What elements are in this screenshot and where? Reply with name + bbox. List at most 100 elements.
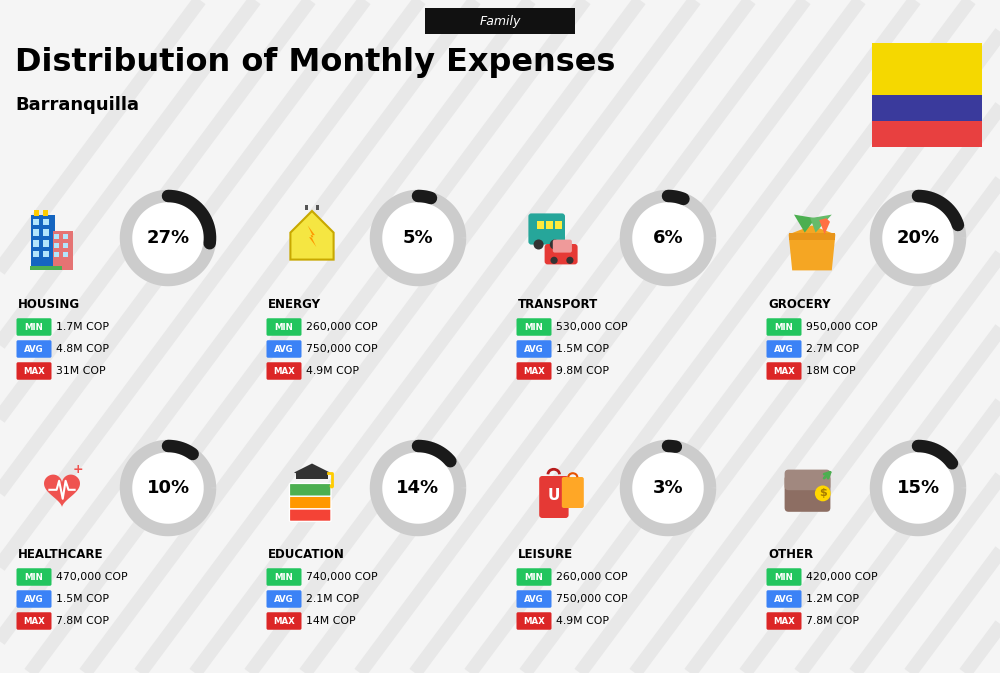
FancyBboxPatch shape bbox=[553, 240, 572, 252]
Text: MIN: MIN bbox=[525, 322, 543, 332]
FancyBboxPatch shape bbox=[296, 472, 328, 479]
FancyBboxPatch shape bbox=[785, 475, 830, 511]
Text: 7.8M COP: 7.8M COP bbox=[806, 616, 859, 626]
FancyBboxPatch shape bbox=[31, 215, 55, 271]
Text: 260,000 COP: 260,000 COP bbox=[556, 572, 628, 582]
Polygon shape bbox=[794, 215, 816, 233]
FancyBboxPatch shape bbox=[16, 318, 52, 336]
Text: 9.8M COP: 9.8M COP bbox=[556, 366, 609, 376]
Text: MAX: MAX bbox=[523, 367, 545, 376]
Polygon shape bbox=[290, 211, 334, 260]
FancyBboxPatch shape bbox=[266, 612, 301, 630]
Text: 2.1M COP: 2.1M COP bbox=[306, 594, 359, 604]
Text: EDUCATION: EDUCATION bbox=[268, 548, 345, 561]
FancyBboxPatch shape bbox=[872, 43, 982, 95]
FancyBboxPatch shape bbox=[537, 221, 544, 229]
Text: OTHER: OTHER bbox=[768, 548, 813, 561]
FancyBboxPatch shape bbox=[33, 240, 39, 246]
Text: AVG: AVG bbox=[274, 345, 294, 353]
FancyBboxPatch shape bbox=[289, 483, 331, 496]
Text: 740,000 COP: 740,000 COP bbox=[306, 572, 378, 582]
Circle shape bbox=[534, 240, 544, 250]
Polygon shape bbox=[819, 218, 830, 234]
FancyBboxPatch shape bbox=[767, 341, 802, 358]
FancyBboxPatch shape bbox=[789, 233, 835, 240]
Text: MAX: MAX bbox=[773, 367, 795, 376]
Text: 1.7M COP: 1.7M COP bbox=[56, 322, 109, 332]
Text: 15%: 15% bbox=[896, 479, 940, 497]
FancyBboxPatch shape bbox=[53, 231, 73, 271]
Text: 4.9M COP: 4.9M COP bbox=[306, 366, 359, 376]
FancyBboxPatch shape bbox=[289, 509, 331, 522]
Text: HOUSING: HOUSING bbox=[18, 299, 80, 312]
Polygon shape bbox=[44, 474, 80, 507]
FancyBboxPatch shape bbox=[425, 8, 575, 34]
FancyBboxPatch shape bbox=[33, 229, 39, 236]
FancyBboxPatch shape bbox=[43, 229, 49, 236]
FancyBboxPatch shape bbox=[555, 221, 562, 229]
Text: +: + bbox=[73, 463, 84, 476]
FancyBboxPatch shape bbox=[16, 612, 52, 630]
Circle shape bbox=[631, 201, 706, 275]
Text: 5%: 5% bbox=[403, 229, 433, 247]
Polygon shape bbox=[810, 215, 832, 233]
Text: MIN: MIN bbox=[275, 322, 293, 332]
FancyBboxPatch shape bbox=[767, 568, 802, 586]
Text: TRANSPORT: TRANSPORT bbox=[518, 299, 598, 312]
Text: 31M COP: 31M COP bbox=[56, 366, 106, 376]
Polygon shape bbox=[789, 225, 835, 271]
Text: MAX: MAX bbox=[523, 616, 545, 625]
Text: 7.8M COP: 7.8M COP bbox=[56, 616, 109, 626]
Text: Distribution of Monthly Expenses: Distribution of Monthly Expenses bbox=[15, 48, 615, 79]
Text: MAX: MAX bbox=[773, 616, 795, 625]
Circle shape bbox=[330, 484, 334, 489]
Text: U: U bbox=[548, 488, 560, 503]
FancyBboxPatch shape bbox=[63, 252, 68, 257]
Text: AVG: AVG bbox=[774, 345, 794, 353]
Text: MIN: MIN bbox=[275, 573, 293, 581]
Text: MAX: MAX bbox=[23, 367, 45, 376]
FancyBboxPatch shape bbox=[54, 234, 59, 239]
FancyBboxPatch shape bbox=[305, 205, 308, 210]
Text: LEISURE: LEISURE bbox=[518, 548, 573, 561]
Text: 950,000 COP: 950,000 COP bbox=[806, 322, 878, 332]
Text: 750,000 COP: 750,000 COP bbox=[556, 594, 628, 604]
Text: GROCERY: GROCERY bbox=[768, 299, 831, 312]
FancyBboxPatch shape bbox=[289, 496, 331, 509]
FancyBboxPatch shape bbox=[266, 590, 301, 608]
FancyBboxPatch shape bbox=[872, 95, 982, 121]
Text: 2.7M COP: 2.7M COP bbox=[806, 344, 859, 354]
Text: 10%: 10% bbox=[146, 479, 190, 497]
Polygon shape bbox=[294, 464, 330, 479]
FancyBboxPatch shape bbox=[33, 251, 39, 258]
FancyBboxPatch shape bbox=[516, 362, 552, 380]
Text: MAX: MAX bbox=[23, 616, 45, 625]
FancyBboxPatch shape bbox=[528, 213, 565, 244]
FancyBboxPatch shape bbox=[266, 318, 301, 336]
Text: MIN: MIN bbox=[775, 573, 793, 581]
Text: Barranquilla: Barranquilla bbox=[15, 96, 139, 114]
FancyBboxPatch shape bbox=[767, 362, 802, 380]
Text: AVG: AVG bbox=[524, 345, 544, 353]
FancyBboxPatch shape bbox=[16, 362, 52, 380]
Text: 20%: 20% bbox=[896, 229, 940, 247]
Circle shape bbox=[380, 201, 456, 275]
Circle shape bbox=[881, 201, 956, 275]
Text: 420,000 COP: 420,000 COP bbox=[806, 572, 878, 582]
Text: MIN: MIN bbox=[25, 322, 43, 332]
FancyBboxPatch shape bbox=[872, 121, 982, 147]
FancyBboxPatch shape bbox=[767, 318, 802, 336]
Text: 14M COP: 14M COP bbox=[306, 616, 356, 626]
Text: 470,000 COP: 470,000 COP bbox=[56, 572, 128, 582]
FancyBboxPatch shape bbox=[30, 266, 62, 271]
FancyBboxPatch shape bbox=[43, 219, 49, 225]
FancyBboxPatch shape bbox=[539, 476, 569, 518]
FancyBboxPatch shape bbox=[516, 568, 552, 586]
Text: HEALTHCARE: HEALTHCARE bbox=[18, 548, 104, 561]
Circle shape bbox=[631, 450, 706, 526]
Text: MIN: MIN bbox=[25, 573, 43, 581]
FancyBboxPatch shape bbox=[516, 612, 552, 630]
FancyBboxPatch shape bbox=[63, 243, 68, 248]
FancyBboxPatch shape bbox=[785, 470, 830, 490]
FancyBboxPatch shape bbox=[33, 219, 39, 225]
